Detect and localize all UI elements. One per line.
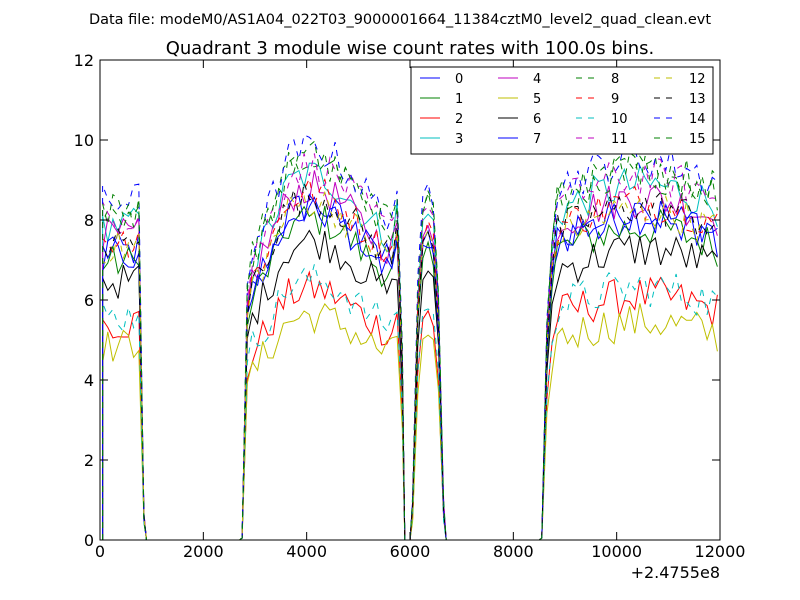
series-line-8: [102, 150, 718, 541]
legend-label-4: 4: [533, 72, 541, 87]
series-line-2: [102, 270, 718, 541]
legend-label-9: 9: [611, 92, 619, 107]
x-tick-label: 12000: [695, 542, 746, 561]
legend-label-13: 13: [689, 92, 706, 107]
series-line-9: [102, 177, 718, 541]
y-tick-label: 4: [84, 371, 94, 390]
x-tick-label: 0: [95, 542, 105, 561]
x-tick-label: 4000: [286, 542, 327, 561]
x-tick-label: 2000: [183, 542, 224, 561]
legend-box: [410, 66, 714, 155]
legend-label-12: 12: [689, 72, 706, 87]
legend-label-10: 10: [611, 112, 628, 127]
x-tick-label: 8000: [493, 542, 534, 561]
y-tick-label: 8: [84, 211, 94, 230]
legend-label-2: 2: [455, 112, 463, 127]
y-tick-label: 6: [84, 291, 94, 310]
chart-suptitle: Data file: modeM0/AS1A04_022T03_90000016…: [89, 12, 711, 28]
legend-label-1: 1: [455, 92, 463, 107]
x-tick-label: 10000: [591, 542, 642, 561]
legend-label-14: 14: [689, 112, 706, 127]
chart-title: Quadrant 3 module wise count rates with …: [166, 38, 655, 59]
y-tick-label: 0: [84, 531, 94, 550]
x-tick-label: 6000: [390, 542, 431, 561]
series-line-1: [102, 205, 718, 541]
series-line-15: [102, 140, 718, 541]
y-tick-label: 12: [74, 51, 94, 70]
series-line-10: [102, 264, 718, 541]
series-line-7: [102, 193, 718, 541]
y-tick-label: 2: [84, 451, 94, 470]
legend-label-11: 11: [611, 132, 628, 147]
series-line-0: [102, 195, 718, 541]
series-line-5: [102, 303, 718, 541]
y-tick-label: 10: [74, 131, 94, 150]
legend-label-3: 3: [455, 132, 463, 147]
legend-label-5: 5: [533, 92, 541, 107]
series-line-13: [102, 182, 718, 541]
legend-label-7: 7: [533, 132, 541, 147]
legend-label-0: 0: [455, 72, 463, 87]
series-line-4: [102, 170, 718, 541]
plot-area: [102, 134, 718, 541]
series-line-6: [102, 229, 718, 541]
legend-label-8: 8: [611, 72, 619, 87]
series-line-14: [102, 134, 718, 541]
legend-label-6: 6: [533, 112, 541, 127]
series-line-11: [102, 153, 718, 541]
legend-label-15: 15: [689, 132, 706, 147]
x-offset-label: +2.4755e8: [631, 563, 720, 582]
series-line-3: [102, 162, 718, 541]
